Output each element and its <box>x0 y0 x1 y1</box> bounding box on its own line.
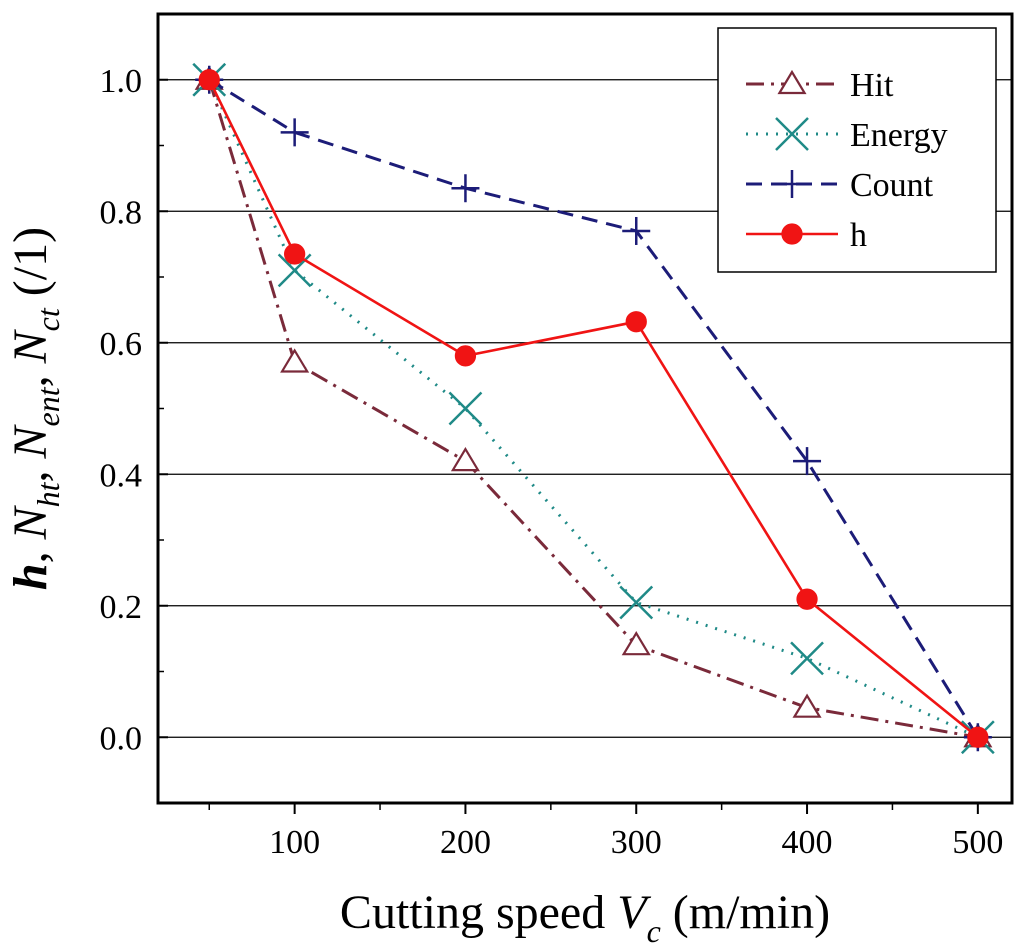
data-point <box>790 641 824 676</box>
y-axis-title-part: N <box>4 423 57 459</box>
data-point <box>198 69 220 91</box>
data-point <box>967 726 989 748</box>
y-axis-title-part: (/1) <box>4 227 57 308</box>
y-axis-title-part: ent <box>30 386 66 426</box>
legend-entry: h <box>746 217 867 254</box>
data-point <box>793 447 822 476</box>
y-axis-title-part: , <box>4 458 57 482</box>
y-axis-title-part: , <box>4 363 57 387</box>
data-point <box>280 118 309 147</box>
grid-lines <box>158 79 1012 738</box>
x-tick-label: 100 <box>269 824 320 861</box>
data-point <box>280 348 310 373</box>
x-tick-label: 300 <box>611 824 662 861</box>
x-tick-label: 500 <box>952 824 1003 861</box>
legend-entry: Hit <box>746 67 894 104</box>
legend-box <box>717 27 997 273</box>
y-tick-label: 1.0 <box>100 63 143 100</box>
y-axis-title-part: N <box>4 504 57 540</box>
data-point <box>792 693 822 718</box>
series-line <box>208 78 980 739</box>
data-point <box>778 170 806 198</box>
data-point <box>619 585 654 620</box>
y-tick-label: 0.6 <box>100 326 143 363</box>
series-layer <box>192 62 995 755</box>
series-h <box>198 69 989 748</box>
y-tick-label: 0.0 <box>100 720 143 757</box>
y-axis-title-part: , <box>4 539 57 563</box>
y-axis-title-part: ct <box>30 307 66 331</box>
data-point <box>796 588 818 610</box>
y-tick-label: 0.4 <box>100 457 143 494</box>
data-point <box>454 345 477 367</box>
x-tick-label: 400 <box>782 824 833 861</box>
legend-entry: Energy <box>746 117 948 154</box>
data-point <box>451 174 480 203</box>
data-point <box>450 446 480 472</box>
y-axis-title: h, Nht, Nent, Nct (/1) <box>4 227 66 590</box>
y-axis-title-part: ht <box>30 481 66 507</box>
data-point <box>448 391 483 426</box>
y-tick-label: 0.8 <box>100 194 143 231</box>
y-tick-label: 0.2 <box>100 589 143 626</box>
axis-ticks: 0.0 0.2 0.4 0.6 0.8 1.0 100 200 300 400 500 <box>100 13 1003 861</box>
legend-label: h <box>850 217 867 254</box>
data-point <box>621 631 651 656</box>
data-point <box>625 311 647 333</box>
series-line <box>207 79 979 739</box>
data-point <box>775 117 809 151</box>
y-axis-title-part: h <box>4 563 57 590</box>
data-point <box>777 69 807 95</box>
data-point <box>622 216 651 245</box>
series-line <box>208 79 979 739</box>
data-point <box>284 243 306 265</box>
data-point <box>781 223 803 245</box>
y-axis-title-part: N <box>4 328 57 364</box>
legend-label: Count <box>850 167 934 204</box>
legend: Hit Energy Count h <box>717 27 997 273</box>
legend-entry: Count <box>746 167 934 204</box>
legend-label: Hit <box>850 67 894 104</box>
x-axis-title: Cutting speed Vc (m/min) <box>340 886 830 949</box>
x-tick-label: 200 <box>440 824 491 861</box>
legend-label: Energy <box>850 117 948 154</box>
